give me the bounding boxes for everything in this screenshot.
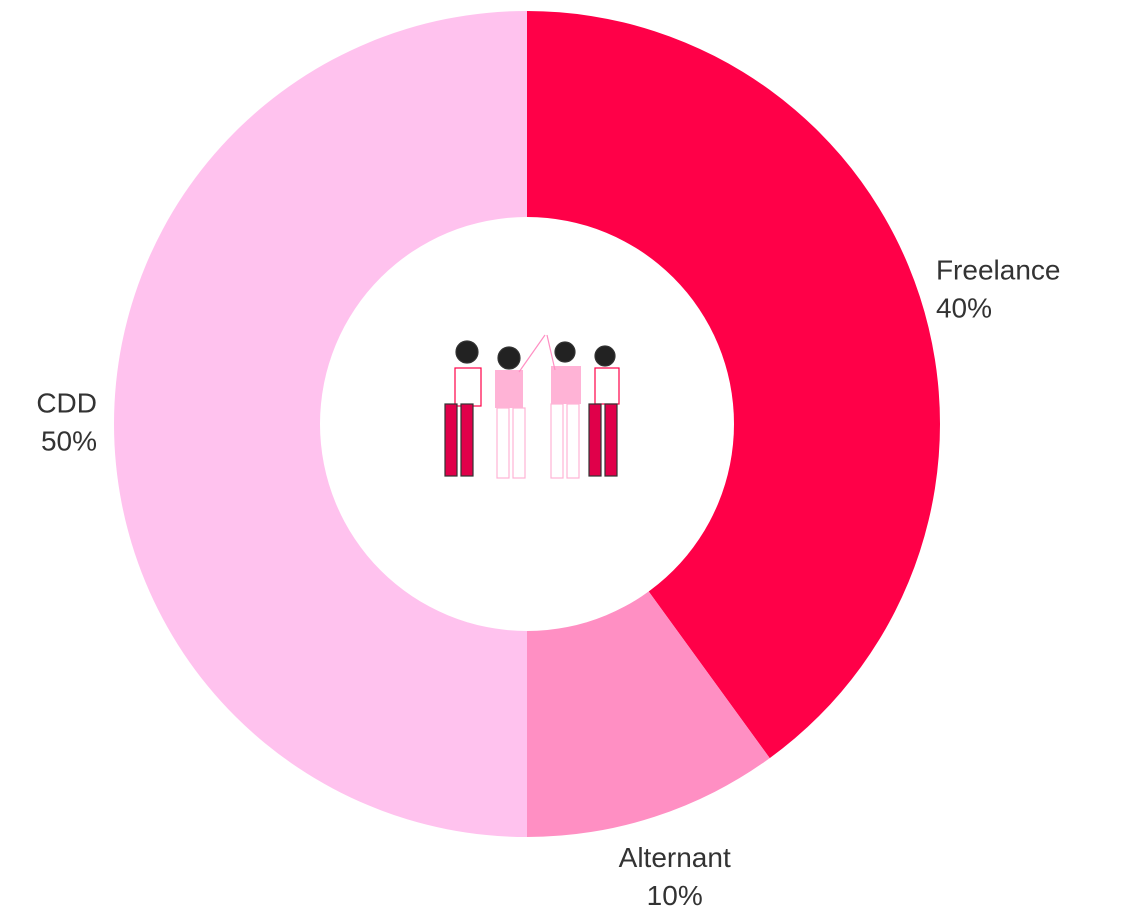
slice-label: Alternant (619, 842, 731, 873)
slice-label: Freelance (936, 255, 1061, 286)
slice-value-label: 50% (41, 425, 97, 456)
donut-hole (320, 217, 734, 631)
slice-label: CDD (36, 387, 97, 418)
slice-value-label: 10% (647, 880, 703, 911)
slice-value-label: 40% (936, 293, 992, 324)
chart: Freelance 40% Alternant 10% CDD 50% (0, 0, 1123, 915)
page: Freelance40%Alternant10%CDD50% (() => { … (0, 0, 1123, 915)
